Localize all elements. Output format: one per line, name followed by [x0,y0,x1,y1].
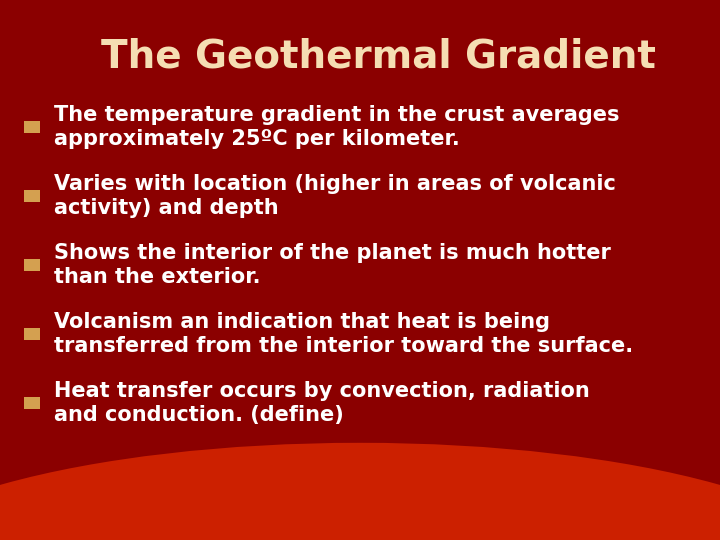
Ellipse shape [0,497,720,540]
Text: Heat transfer occurs by convection, radiation
and conduction. (define): Heat transfer occurs by convection, radi… [54,381,590,426]
FancyBboxPatch shape [24,190,40,202]
Text: The Geothermal Gradient: The Geothermal Gradient [101,38,656,76]
Text: Varies with location (higher in areas of volcanic
activity) and depth: Varies with location (higher in areas of… [54,174,616,218]
FancyBboxPatch shape [24,328,40,340]
FancyBboxPatch shape [24,259,40,271]
FancyBboxPatch shape [24,397,40,409]
Ellipse shape [0,443,720,540]
Text: The temperature gradient in the crust averages
approximately 25ºC per kilometer.: The temperature gradient in the crust av… [54,105,619,149]
FancyBboxPatch shape [24,121,40,133]
Text: Shows the interior of the planet is much hotter
than the exterior.: Shows the interior of the planet is much… [54,243,611,287]
Text: Volcanism an indication that heat is being
transferred from the interior toward : Volcanism an indication that heat is bei… [54,312,633,356]
